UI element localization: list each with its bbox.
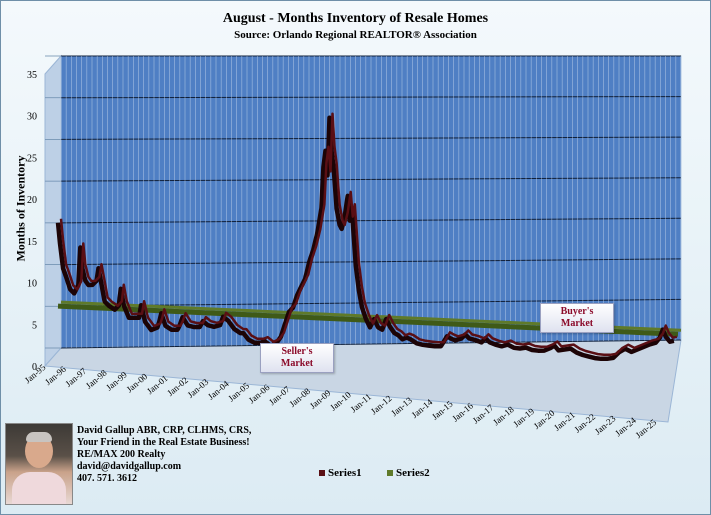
- series-line-depth: [55, 115, 675, 362]
- legend-label-series2: Series2: [396, 467, 430, 479]
- legend-item-series2: Series2: [387, 467, 430, 479]
- contact-name: David Gallup ABR, CRP, CLHMS, CRS,: [77, 425, 252, 436]
- buyers-market-label-line2: Market: [560, 318, 594, 329]
- y-axis-label: Months of Inventory: [13, 155, 28, 262]
- agent-photo: [5, 423, 73, 505]
- chart-subtitle: Source: Orlando Regional REALTOR® Associ…: [234, 29, 477, 41]
- plot-side-wall: [44, 54, 62, 368]
- contact-tagline: Your Friend in the Real Estate Business!: [77, 437, 250, 448]
- sellers-market-label-line1: Seller's: [281, 346, 313, 357]
- y-tick-label: 20: [27, 195, 37, 206]
- chart-title: August - Months Inventory of Resale Home…: [222, 11, 489, 26]
- contact-email: david@davidgallup.com: [77, 461, 182, 472]
- y-tick-label: 25: [27, 153, 37, 164]
- legend-swatch-series1: [319, 470, 325, 477]
- contact-phone: 407. 571. 3612: [77, 473, 137, 484]
- y-tick-label: 0: [32, 362, 37, 373]
- sellers-market-label-line2: Market: [280, 358, 314, 369]
- legend-label-series1: Series1: [328, 467, 362, 479]
- contact-block: David Gallup ABR, CRP, CLHMS, CRS, Your …: [3, 421, 303, 513]
- buyers-market-annotation: Buyer's Market: [540, 303, 614, 333]
- y-tick-label: 35: [27, 70, 37, 81]
- legend-item-series1: Series1: [319, 467, 362, 479]
- contact-brokerage: RE/MAX 200 Realty: [77, 449, 166, 460]
- legend-swatch-series2: [387, 470, 393, 477]
- y-tick-label: 30: [27, 112, 37, 123]
- buyers-market-label-line1: Buyer's: [560, 306, 594, 317]
- y-tick-label: 15: [27, 237, 37, 248]
- contact-text: David Gallup ABR, CRP, CLHMS, CRS, Your …: [77, 425, 251, 485]
- y-tick-label: 5: [32, 320, 37, 331]
- sellers-market-annotation: Seller's Market: [260, 343, 334, 373]
- series-line-series1: [59, 112, 678, 357]
- y-tick-label: 10: [27, 279, 37, 290]
